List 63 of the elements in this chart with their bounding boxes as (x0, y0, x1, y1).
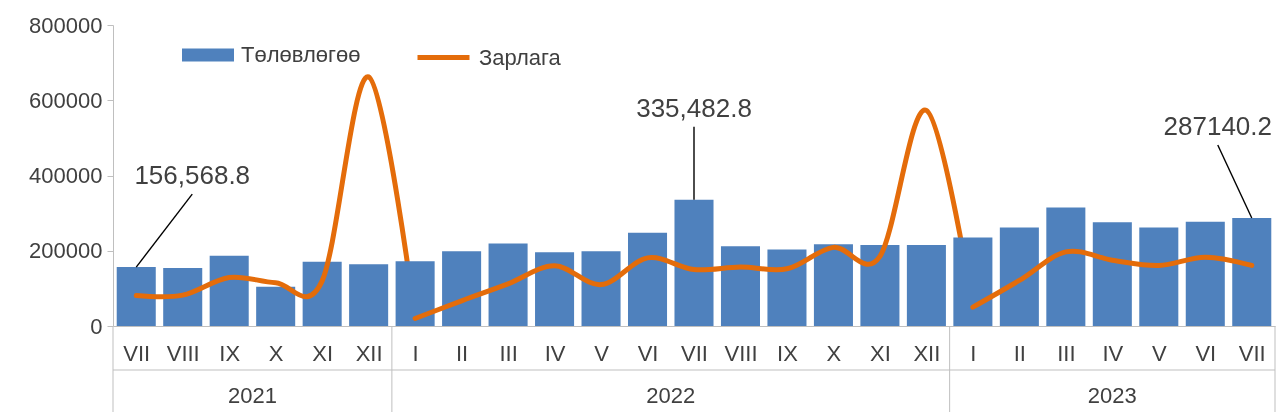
x-tick-label: II (455, 340, 469, 366)
bar (395, 261, 435, 326)
x-tick-label: IX (777, 340, 799, 366)
bar (163, 268, 203, 326)
x-tick-label: VII (123, 340, 151, 366)
bar (256, 286, 296, 326)
bar (628, 232, 668, 326)
bar (674, 199, 714, 326)
x-tick-label: VII (681, 340, 708, 366)
x-tick-label: VIII (166, 340, 200, 366)
bar (767, 249, 807, 326)
x-axis-title: 2021 (227, 383, 277, 408)
bar (349, 264, 389, 326)
bar (1046, 207, 1086, 326)
x-tick-label: VII (1238, 340, 1266, 366)
x-tick-label: V (1151, 340, 1167, 366)
bar (906, 245, 946, 326)
bar (581, 251, 621, 326)
x-tick-label: XII (913, 340, 941, 366)
x-tick-label: XI (312, 340, 334, 366)
x-tick-label: IX (219, 340, 241, 366)
data-label: 335,482.8 (636, 92, 752, 123)
bar (1185, 221, 1225, 326)
bar (720, 246, 760, 326)
bar (302, 261, 342, 326)
bar (116, 267, 156, 326)
legend-label: Төлөвлөгөө (241, 42, 361, 67)
bar (488, 243, 528, 326)
x-tick-label: II (1013, 340, 1026, 366)
x-tick-label: VI (1195, 340, 1217, 366)
x-tick-label: X (268, 340, 284, 366)
data-label: 156,568.8 (134, 160, 251, 191)
x-tick-label: I (970, 340, 977, 366)
x-tick-label: X (826, 340, 842, 366)
bar (1092, 222, 1132, 326)
bar (813, 244, 853, 326)
bar (860, 245, 900, 326)
y-tick-label: 0 (90, 313, 103, 339)
bar (535, 252, 575, 326)
bar (1232, 217, 1272, 326)
bar (999, 227, 1039, 326)
bar (442, 251, 482, 326)
legend-label: Зарлага (479, 44, 562, 70)
x-axis-title: 2022 (646, 383, 696, 408)
x-tick-label: XII (355, 340, 383, 366)
x-tick-label: VIII (724, 340, 758, 366)
x-axis-title: 2023 (1087, 383, 1137, 408)
x-tick-label: III (499, 340, 518, 366)
bar (209, 255, 249, 326)
x-tick-label: IV (544, 340, 566, 366)
x-tick-label: I (412, 340, 419, 366)
y-tick-label: 200000 (29, 238, 103, 264)
x-tick-label: V (594, 340, 610, 366)
x-tick-label: VI (637, 340, 659, 366)
bar (953, 237, 993, 326)
y-tick-label: 800000 (29, 12, 103, 38)
x-tick-label: IV (1102, 340, 1124, 366)
x-tick-label: III (1057, 340, 1076, 366)
y-tick-label: 400000 (29, 163, 103, 188)
x-tick-label: XI (870, 340, 891, 366)
bar (1139, 227, 1179, 326)
y-tick-label: 600000 (29, 87, 103, 113)
data-label: 287140.2 (1163, 110, 1272, 141)
